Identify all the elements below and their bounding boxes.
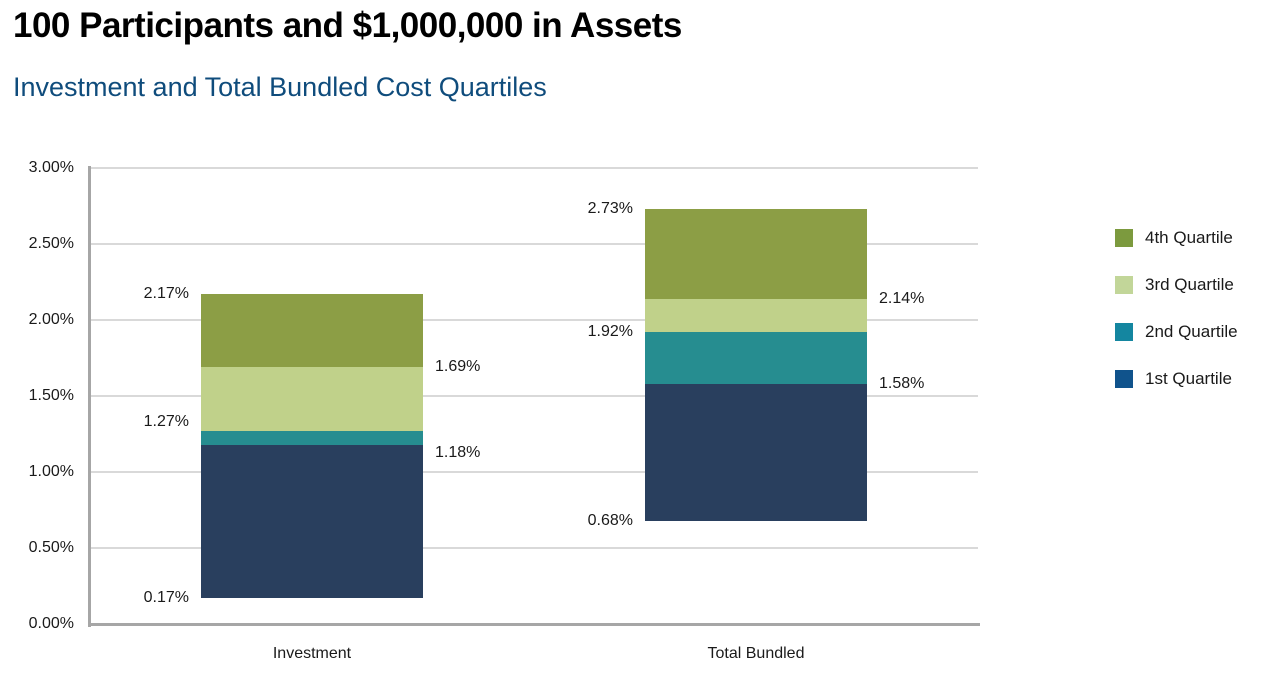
legend-label: 2nd Quartile — [1145, 322, 1238, 341]
legend-label: 4th Quartile — [1145, 228, 1233, 247]
x-axis-line — [88, 623, 980, 626]
data-label: 0.68% — [587, 511, 633, 529]
legend-item-1st-quartile: 1st Quartile — [1115, 369, 1232, 388]
y-axis-tick-label: 0.50% — [28, 539, 74, 556]
y-axis-tick-label: 1.50% — [28, 387, 74, 404]
data-label: 1.18% — [435, 443, 481, 461]
y-axis-tick-label: 2.00% — [28, 311, 74, 328]
data-label: 1.27% — [143, 412, 189, 430]
gridline — [90, 243, 978, 245]
data-label: 2.14% — [879, 289, 925, 307]
data-label: 2.73% — [587, 200, 633, 218]
legend-item-2nd-quartile: 2nd Quartile — [1115, 322, 1238, 341]
bar-segment-2nd-quartile — [201, 430, 423, 445]
legend-swatch-4th-quartile — [1115, 228, 1133, 247]
gridline — [90, 319, 978, 321]
legend-swatch-2nd-quartile — [1115, 322, 1133, 341]
legend-label: 1st Quartile — [1145, 369, 1232, 388]
bar-segment-3rd-quartile — [201, 367, 423, 431]
y-axis-tick-label: 3.00% — [28, 159, 74, 176]
bar-segment-2nd-quartile — [645, 332, 867, 384]
bar-segment-4th-quartile — [645, 209, 867, 299]
legend-item-3rd-quartile: 3rd Quartile — [1115, 275, 1234, 294]
data-label: 1.58% — [879, 374, 925, 392]
legend-item-4th-quartile: 4th Quartile — [1115, 228, 1233, 247]
category-label-total-bundled: Total Bundled — [707, 645, 805, 662]
gridline — [90, 167, 978, 169]
legend-swatch-3rd-quartile — [1115, 275, 1133, 294]
legend-swatch-1st-quartile — [1115, 369, 1133, 388]
gridline — [90, 395, 978, 397]
data-label: 1.69% — [435, 358, 481, 376]
bar-segment-1st-quartile — [645, 383, 867, 521]
bar-segment-3rd-quartile — [645, 298, 867, 333]
data-label: 2.17% — [143, 285, 189, 303]
page-title: 100 Participants and $1,000,000 in Asset… — [13, 6, 682, 45]
bar-segment-4th-quartile — [201, 294, 423, 368]
category-label-investment: Investment — [272, 645, 352, 662]
y-axis-tick-label: 0.00% — [28, 615, 74, 632]
data-label: 1.92% — [587, 323, 633, 341]
y-axis-tick-label: 1.00% — [28, 463, 74, 480]
gridline — [90, 547, 978, 549]
bar-segment-1st-quartile — [201, 444, 423, 599]
y-axis-line — [88, 166, 91, 627]
legend-label: 3rd Quartile — [1145, 275, 1234, 294]
gridline — [90, 471, 978, 473]
chart-subtitle: Investment and Total Bundled Cost Quarti… — [13, 72, 547, 102]
data-label: 0.17% — [143, 589, 189, 607]
y-axis-tick-label: 2.50% — [28, 235, 74, 252]
